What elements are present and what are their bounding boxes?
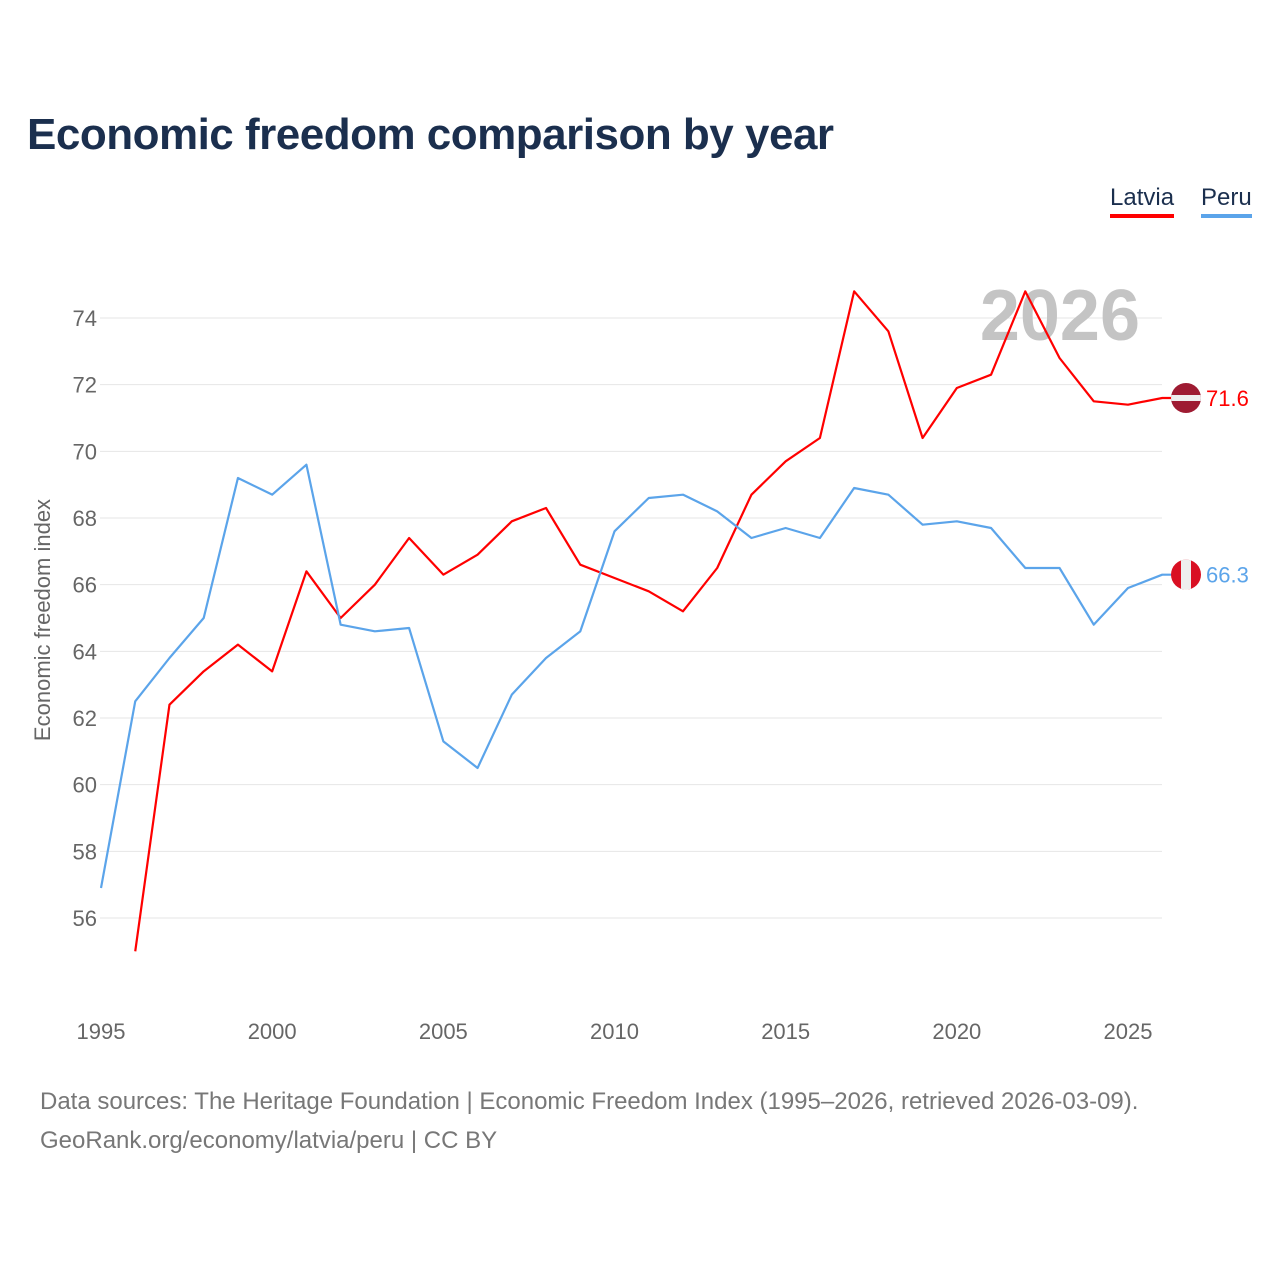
y-tick-label: 66 — [73, 573, 97, 598]
chart-title: Economic freedom comparison by year — [27, 110, 834, 159]
x-tick-label: 1995 — [77, 1019, 126, 1044]
y-tick-label: 74 — [73, 306, 97, 331]
x-tick-label: 2000 — [248, 1019, 297, 1044]
legend-peru[interactable]: Peru — [1201, 184, 1252, 218]
x-tick-label: 2025 — [1104, 1019, 1153, 1044]
y-ticks: 56 58 60 62 64 66 68 70 72 74 — [73, 306, 97, 931]
grid — [100, 317, 1162, 919]
y-tick-label: 64 — [73, 639, 97, 664]
credit-link[interactable]: GeoRank.org/economy/latvia/peru | CC BY — [40, 1127, 498, 1154]
legend-latvia[interactable]: Latvia — [1110, 184, 1175, 218]
series-line-peru — [99, 463, 1172, 889]
end-value-label: 66.3 — [1206, 563, 1249, 588]
x-tick-label: 2020 — [932, 1019, 981, 1044]
y-tick-label: 68 — [73, 506, 97, 531]
y-tick-label: 56 — [73, 906, 97, 931]
x-tick-label: 2010 — [590, 1019, 639, 1044]
y-tick-label: 70 — [73, 439, 97, 464]
flag-stripe — [1171, 395, 1201, 401]
y-axis-label: Economic freedom index — [30, 499, 55, 741]
y-tick-label: 62 — [73, 706, 97, 731]
data-sources: Data sources: The Heritage Foundation | … — [40, 1088, 1139, 1115]
flag-stripe — [1181, 559, 1191, 590]
x-tick-label: 2005 — [419, 1019, 468, 1044]
flag-peru-icon — [1171, 559, 1201, 590]
end-value-label: 71.6 — [1206, 386, 1249, 411]
year-watermark: 2026 — [980, 276, 1140, 356]
series-line-latvia — [134, 290, 1172, 952]
x-ticks: 1995 2000 2005 2010 2015 2020 2025 — [77, 1019, 1153, 1044]
y-tick-label: 72 — [73, 373, 97, 398]
flag-body — [1171, 383, 1201, 413]
y-tick-label: 58 — [73, 839, 97, 864]
flag-body — [1171, 559, 1201, 590]
x-tick-label: 2015 — [761, 1019, 810, 1044]
y-tick-label: 60 — [73, 773, 97, 798]
flag-latvia-icon — [1171, 383, 1201, 413]
